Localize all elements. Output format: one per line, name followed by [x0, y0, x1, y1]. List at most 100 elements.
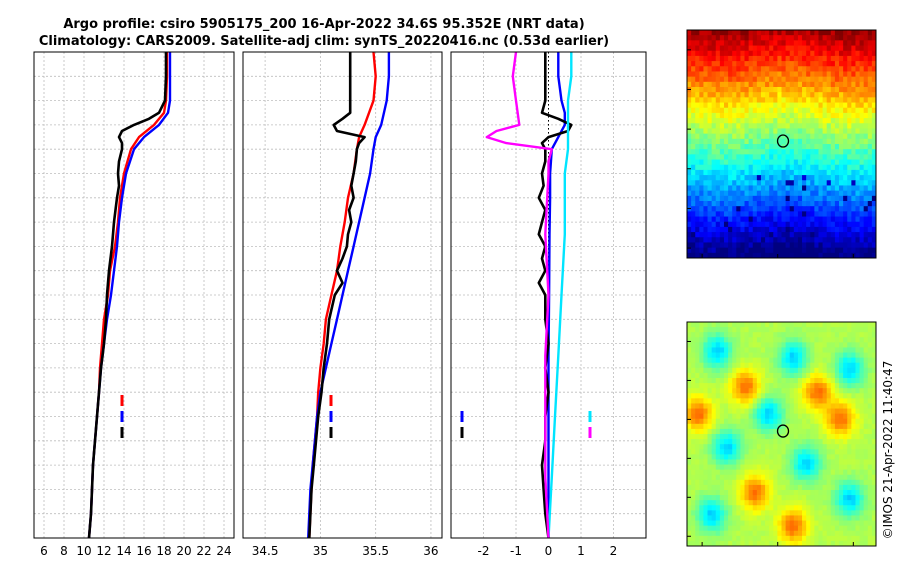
map-cell: [695, 180, 700, 186]
map-cell: [847, 454, 852, 460]
map-cell: [781, 211, 787, 218]
map-cell: [707, 201, 713, 207]
map-cell: [760, 520, 766, 527]
map-cell: [834, 428, 840, 435]
map-cell: [867, 71, 873, 78]
map-cell: [871, 169, 877, 176]
map-cell: [859, 195, 865, 202]
map-cell: [707, 50, 713, 57]
map-cell: [818, 169, 824, 176]
map-cell: [744, 190, 750, 197]
map-cell: [830, 55, 836, 62]
map-cell: [871, 474, 877, 481]
map-cell: [793, 123, 799, 129]
map-cell: [707, 469, 713, 476]
map-cell: [715, 81, 721, 88]
map-cell: [781, 535, 787, 542]
map-cell: [707, 237, 713, 243]
map-cell: [851, 30, 856, 36]
map-cell: [830, 180, 836, 186]
map-cell: [744, 185, 750, 192]
map-cell: [707, 144, 713, 150]
map-cell: [691, 393, 696, 399]
map-cell: [732, 515, 737, 522]
map-cell: [781, 347, 787, 354]
map-cell: [752, 252, 758, 259]
map-cell: [814, 413, 819, 420]
map-cell: [806, 61, 811, 67]
map-cell: [822, 195, 828, 202]
map-cell: [707, 484, 713, 491]
map-cell: [834, 66, 840, 72]
map-cell: [740, 337, 746, 343]
map-cell: [855, 128, 861, 135]
map-cell: [773, 479, 778, 486]
map-cell: [859, 252, 865, 259]
map-cell: [826, 418, 832, 425]
map-cell: [810, 180, 815, 186]
map-cell: [830, 434, 836, 440]
map-cell: [695, 128, 700, 135]
map-cell: [814, 418, 819, 425]
map-cell: [695, 195, 700, 202]
map-cell: [744, 87, 750, 93]
map-cell: [810, 362, 815, 369]
map-cell: [818, 87, 824, 93]
map-cell: [744, 45, 750, 52]
map-cell: [691, 45, 696, 52]
map-cell: [691, 474, 696, 481]
map-cell: [765, 367, 770, 374]
map-cell: [814, 226, 819, 233]
map-cell: [810, 525, 815, 532]
map-cell: [785, 408, 791, 415]
map-cell: [830, 378, 836, 384]
map-cell: [760, 107, 766, 114]
map-cell: [814, 40, 819, 47]
map-cell: [793, 510, 799, 516]
map-cell: [830, 515, 836, 522]
map-cell: [830, 530, 836, 537]
map-cell: [695, 357, 700, 364]
map-cell: [732, 45, 737, 52]
map-cell: [871, 61, 877, 67]
map-cell: [723, 123, 729, 129]
map-cell: [769, 495, 774, 501]
map-cell: [855, 61, 861, 67]
map-cell: [760, 439, 766, 445]
map-cell: [748, 144, 754, 150]
map-cell: [797, 530, 803, 537]
map-cell: [711, 362, 717, 369]
map-cell: [867, 372, 873, 379]
map-cell: [843, 383, 848, 389]
map-cell: [703, 530, 709, 537]
map-cell: [830, 247, 836, 254]
map-cell: [802, 459, 807, 466]
map-cell: [687, 221, 692, 228]
map-cell: [851, 169, 856, 176]
map-cell: [826, 61, 832, 67]
map-cell: [834, 180, 840, 186]
map-cell: [806, 206, 811, 212]
map-cell: [797, 418, 803, 425]
map-cell: [756, 102, 762, 109]
map-cell: [744, 247, 750, 254]
map-cell: [719, 515, 725, 522]
map-cell: [715, 530, 721, 537]
map-cell: [855, 123, 861, 129]
map-cell: [839, 123, 844, 129]
map-cell: [867, 322, 873, 328]
map-cell: [715, 87, 721, 93]
map-cell: [765, 252, 770, 259]
map-cell: [810, 102, 815, 109]
map-cell: [728, 403, 733, 410]
map-cell: [695, 464, 700, 471]
map-cell: [855, 535, 861, 542]
map-cell: [843, 190, 848, 197]
map-cell: [723, 388, 729, 394]
map-cell: [785, 76, 791, 83]
map-cell: [781, 232, 787, 238]
map-cell: [834, 97, 840, 104]
map-cell: [744, 61, 750, 67]
map-cell: [760, 337, 766, 343]
map-cell: [785, 190, 791, 197]
